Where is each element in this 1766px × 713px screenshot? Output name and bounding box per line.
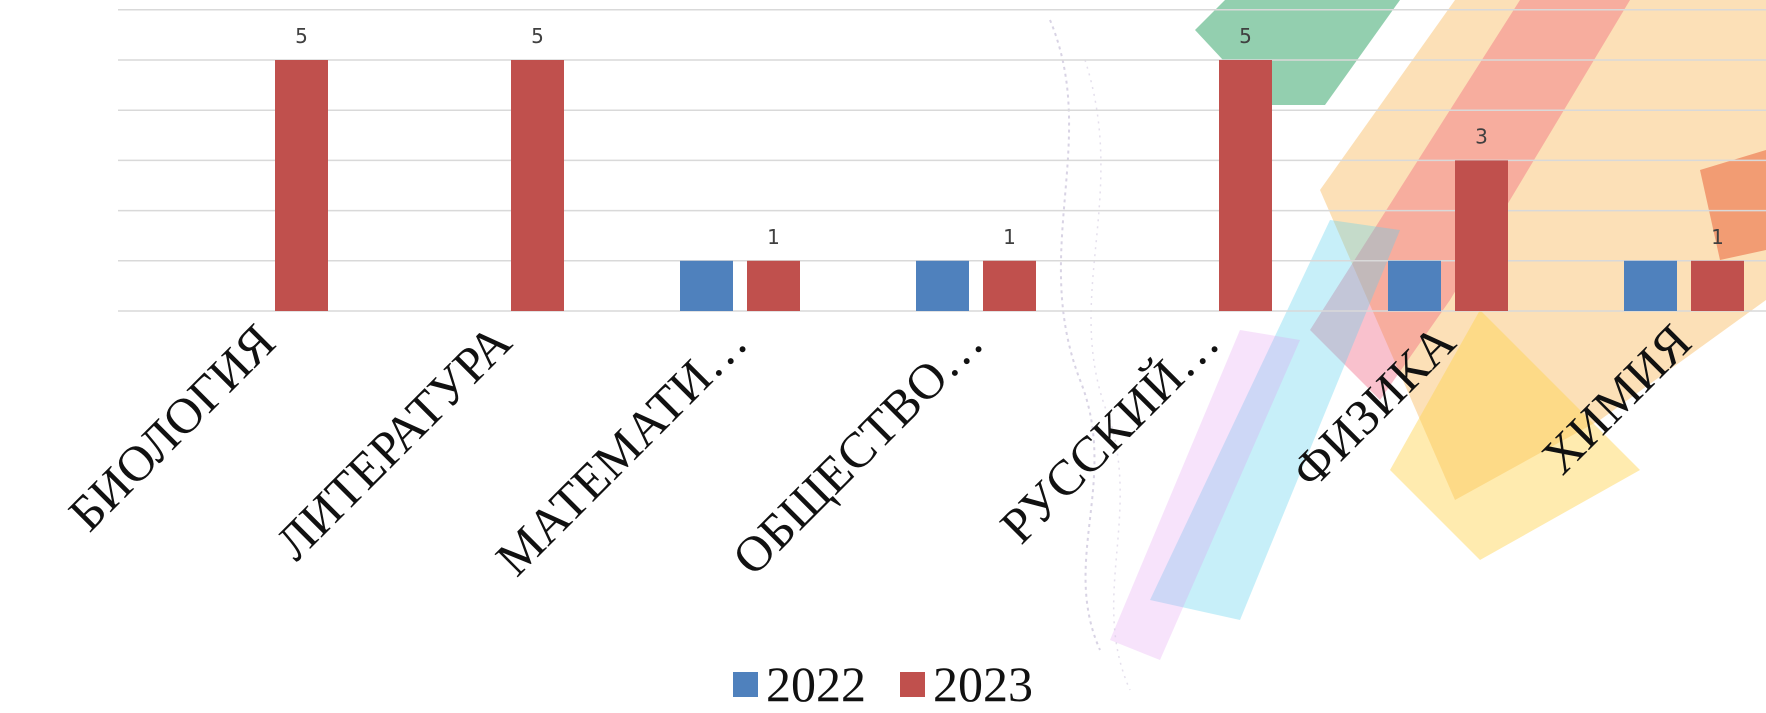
legend-label-2022: 2022 <box>766 656 866 712</box>
bar-2022-5 <box>1388 260 1441 311</box>
x-tick-label-3: ОБЩЕСТВО… <box>721 313 993 585</box>
bar-2023-6 <box>1691 260 1744 311</box>
x-tick-label-4: РУССКИЙ… <box>989 313 1230 554</box>
bg-cyan-shape <box>1150 220 1400 620</box>
bg-faint-line-art <box>1049 19 1101 651</box>
x-tick-label-6: ХИМИЯ <box>1531 313 1702 484</box>
legend-swatch-2023 <box>900 671 925 697</box>
bar-2023-4 <box>1219 60 1272 311</box>
bg-orange-shape <box>1320 0 1766 500</box>
bar-2022-2 <box>680 260 733 311</box>
bars <box>275 60 1744 311</box>
bar-2023-5 <box>1455 160 1508 311</box>
bar-2022-3 <box>916 260 969 311</box>
data-label-2023-0: 5 <box>295 24 308 48</box>
legend-item-2023: 2023 <box>900 655 1033 713</box>
legend-item-2022: 2022 <box>733 655 866 713</box>
bar-2022-6 <box>1624 260 1677 311</box>
bg-yellow-shape <box>1390 310 1640 560</box>
data-label-2023-6: 1 <box>1711 225 1724 249</box>
legend-swatch-2022 <box>733 671 758 697</box>
data-label-2023-1: 5 <box>531 24 544 48</box>
bar-2023-2 <box>747 260 800 311</box>
legend: 2022 2023 <box>0 655 1766 713</box>
bg-faint-line-art-2 <box>1084 59 1131 691</box>
bg-red-shape <box>1700 150 1766 260</box>
legend-label-2023: 2023 <box>933 656 1033 712</box>
x-axis-labels: БИОЛОГИЯЛИТЕРАТУРАМАТЕМАТИ…ОБЩЕСТВО…РУСС… <box>58 313 1702 586</box>
data-label-2023-5: 3 <box>1475 124 1488 148</box>
bar-2023-0 <box>275 60 328 311</box>
data-label-2023-3: 1 <box>1003 225 1016 249</box>
bar-2023-1 <box>511 60 564 311</box>
data-labels: 5 5 1 1 5 3 1 <box>295 24 1724 249</box>
bar-2023-3 <box>983 260 1036 311</box>
x-tick-label-2: МАТЕМАТИ… <box>485 313 758 586</box>
data-label-2023-2: 1 <box>767 225 780 249</box>
data-label-2023-4: 5 <box>1239 24 1252 48</box>
x-tick-label-0: БИОЛОГИЯ <box>58 313 286 541</box>
x-tick-label-1: ЛИТЕРАТУРА <box>265 313 522 570</box>
bg-violet-shape <box>1110 330 1300 660</box>
x-tick-label-5: ФИЗИКА <box>1280 313 1465 498</box>
